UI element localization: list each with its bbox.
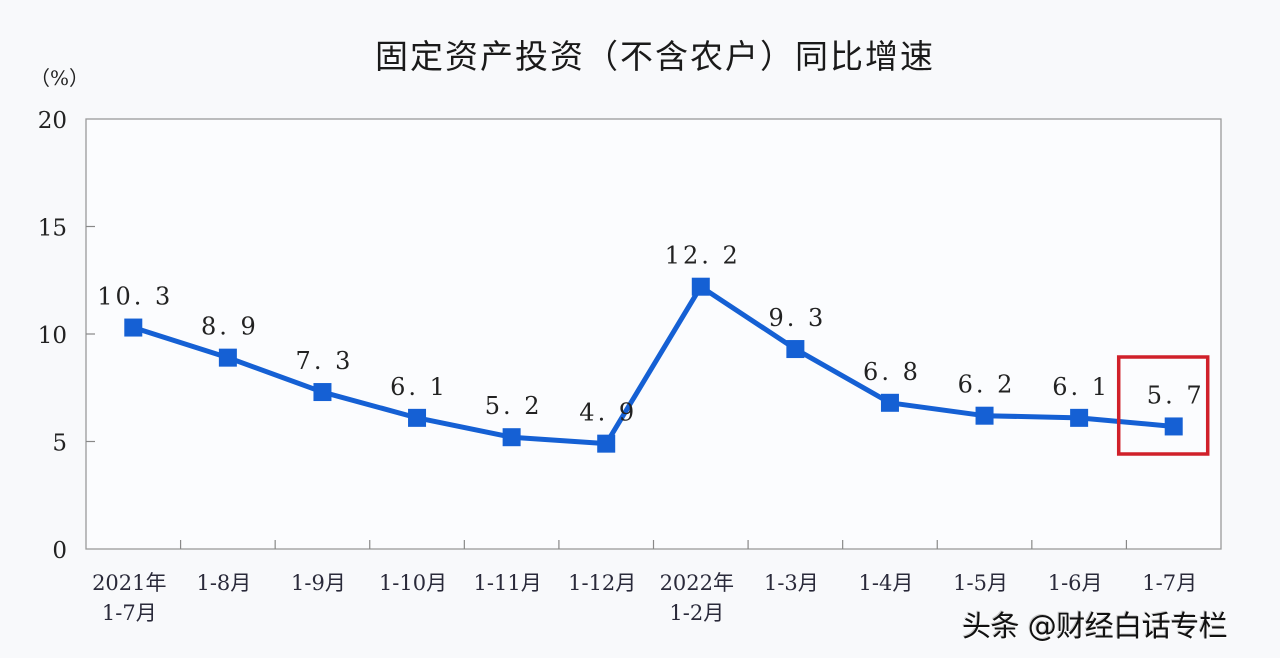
data-label: 5. 7 [1147,381,1205,409]
y-tick-label: 20 [38,108,67,134]
highlight-box [1116,355,1210,456]
data-point-marker [691,277,710,296]
x-tick-label: 1-12月 [568,571,636,595]
x-tick-label: 1-10月 [379,571,447,595]
x-tick-label: 1-3月 [764,571,819,595]
data-label: 8. 9 [201,313,259,341]
annotations [1116,355,1210,456]
data-point-marker [313,383,332,402]
plot-area [85,118,1222,550]
x-tick-label: 1-11月 [474,571,542,595]
data-point-marker [975,406,994,425]
data-label: 9. 3 [768,304,826,332]
x-tick-label: 1-4月 [859,571,914,595]
data-label: 5. 2 [485,392,543,420]
x-tick-label: 1-8月 [196,571,251,595]
x-axis: 2021年 1-7月 1-8月 1-9月 1-10月 1-11月 1-12月 2022年 1-2… [92,540,1197,625]
y-axis: 0 5 10 15 20 [38,108,95,564]
data-point-marker [597,434,616,453]
data-point-marker [502,428,521,447]
data-label: 6. 1 [1052,373,1110,401]
data-label: 10. 3 [97,283,173,311]
x-tick-label: 1-5月 [953,571,1008,595]
x-tick-label: 1-9月 [291,571,346,595]
data-point-marker [408,408,427,427]
y-tick-label: 10 [38,323,67,349]
plot-frame [85,118,1222,550]
data-point-marker [124,318,143,337]
data-point-marker [880,393,899,412]
x-tick-label: 1-7月 [102,601,157,625]
chart-title: 固定资产投资（不含农户）同比增速 [375,37,935,76]
y-tick-label: 5 [52,431,67,457]
data-label: 6. 8 [863,358,921,386]
data-label: 7. 3 [296,347,354,375]
data-label: 12. 2 [665,242,741,270]
data-point-marker [1070,408,1089,427]
data-label: 6. 2 [958,371,1016,399]
series-line [132,284,1174,447]
data-point-marker [786,340,805,359]
data-label: 4. 9 [579,399,637,427]
data-series: 10. 3 8. 9 7. 3 6. 1 5. 2 4. 9 12. 2 9. 3 6. 8 6.… [97,242,1205,453]
x-tick-label: 2022年 [660,571,734,595]
x-tick-label: 1-6月 [1048,571,1103,595]
x-tick-label: 1-7月 [1142,571,1197,595]
y-tick-label: 0 [52,538,67,564]
data-label: 6. 1 [390,373,448,401]
y-axis-unit-label: （%） [30,66,90,90]
y-tick-label: 15 [38,216,67,242]
x-tick-label: 1-2月 [669,601,724,625]
data-point-marker [1164,417,1183,436]
data-point-marker [218,348,237,367]
watermark: 头条 @财经白话专栏 [962,609,1228,643]
x-tick-label: 2021年 [92,571,166,595]
